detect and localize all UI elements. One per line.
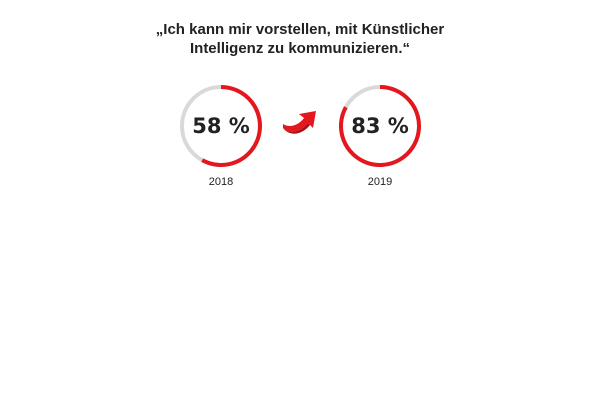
arrow-shadow [283, 123, 310, 134]
category-label: 2018 [209, 176, 233, 188]
chart-title-line-1: „Ich kann mir vorstellen, mit Künstliche… [155, 21, 445, 38]
donut-value-arc [201, 85, 262, 167]
category-label: 2019 [368, 176, 392, 188]
donut-value-label: 58 % [192, 114, 250, 138]
arrow-up-right-icon [283, 111, 316, 134]
chart-title-line-2: Intelligenz zu kommunizieren.“ [189, 40, 411, 57]
chart-title: „Ich kann mir vorstellen, mit Künstliche… [0, 20, 600, 58]
donut-value-label: 83 % [351, 114, 409, 138]
donut-value-arc [339, 85, 421, 167]
arrow-shape [283, 111, 316, 132]
